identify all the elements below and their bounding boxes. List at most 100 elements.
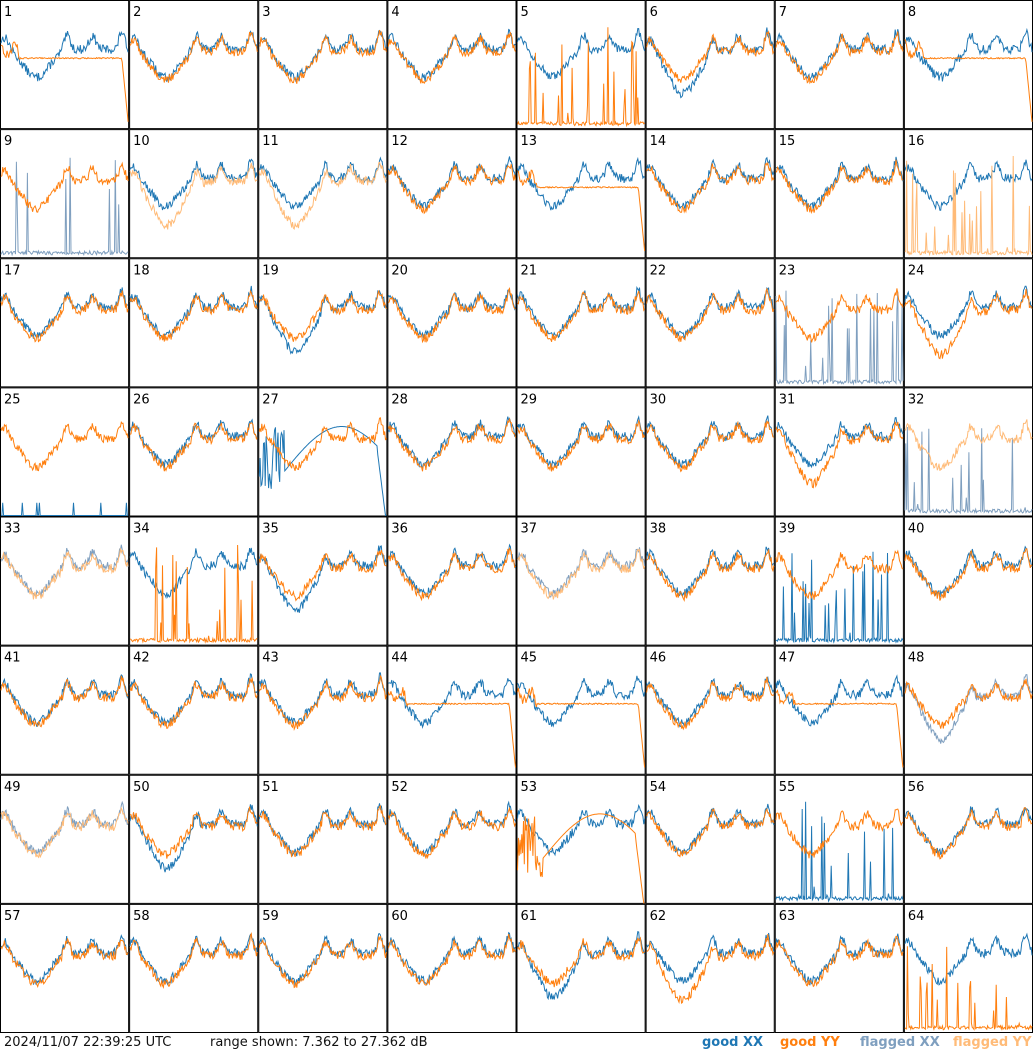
panel-36: 36 bbox=[387, 516, 517, 646]
panel-frame bbox=[258, 129, 388, 259]
series-yy-good bbox=[387, 806, 516, 860]
series-xx-good bbox=[646, 286, 775, 341]
series-yy-good bbox=[904, 39, 1033, 122]
panel-label: 50 bbox=[133, 780, 150, 795]
panel-57: 57 bbox=[0, 903, 130, 1033]
panel-frame bbox=[903, 387, 1033, 517]
panel-62: 62 bbox=[645, 903, 775, 1033]
series-yy-flagged bbox=[258, 161, 387, 231]
series-yy-good bbox=[775, 159, 904, 215]
panel-4: 4 bbox=[387, 0, 517, 130]
series-xx-good bbox=[129, 158, 258, 211]
panel-label: 31 bbox=[779, 392, 796, 407]
panel-38: 38 bbox=[645, 516, 775, 646]
series-xx-good bbox=[258, 672, 387, 725]
legend-flagged-yy: flagged YY bbox=[953, 1035, 1032, 1050]
series-xx-good bbox=[904, 285, 1033, 341]
panel-frame bbox=[387, 903, 517, 1033]
panel-29: 29 bbox=[516, 387, 646, 517]
panel-frame bbox=[774, 903, 904, 1033]
panel-label: 11 bbox=[262, 134, 279, 149]
series-yy-good bbox=[775, 288, 904, 343]
panel-label: 12 bbox=[391, 134, 408, 149]
panel-frame bbox=[903, 0, 1033, 130]
series-yy-good bbox=[517, 686, 646, 768]
panel-48: 48 bbox=[903, 645, 1033, 775]
series-yy-good bbox=[646, 30, 775, 83]
panel-frame bbox=[516, 774, 646, 904]
series-yy-good bbox=[258, 290, 387, 342]
panel-label: 22 bbox=[650, 263, 667, 278]
panel-frame bbox=[516, 903, 646, 1033]
panel-15: 15 bbox=[774, 129, 904, 259]
panel-label: 3 bbox=[262, 5, 270, 20]
panel-53: 53 bbox=[516, 774, 646, 904]
panel-label: 59 bbox=[262, 909, 279, 924]
panel-label: 2 bbox=[133, 5, 141, 20]
panel-label: 40 bbox=[908, 522, 925, 537]
series-yy-good bbox=[387, 164, 516, 215]
panel-frame bbox=[645, 387, 775, 517]
panel-label: 14 bbox=[650, 134, 667, 149]
series-yy-good bbox=[130, 806, 258, 859]
legend-good-xx: good XX bbox=[702, 1035, 764, 1050]
panel-label: 51 bbox=[262, 780, 279, 795]
series-yy-good bbox=[646, 549, 775, 603]
panel-label: 5 bbox=[521, 5, 529, 20]
panel-frame bbox=[0, 258, 130, 388]
panel-label: 39 bbox=[779, 522, 796, 537]
panel-frame bbox=[129, 0, 259, 130]
panel-frame bbox=[129, 387, 259, 517]
series-xx-good bbox=[258, 426, 387, 516]
panel-24: 24 bbox=[903, 258, 1033, 388]
panel-33: 33 bbox=[0, 516, 130, 646]
series-xx-good bbox=[517, 675, 646, 728]
panel-label: 41 bbox=[4, 651, 21, 666]
panel-label: 55 bbox=[779, 780, 796, 795]
series-yy-good bbox=[904, 678, 1033, 729]
series-yy-good bbox=[258, 417, 387, 471]
panel-label: 49 bbox=[4, 780, 21, 795]
series-xx-flagged bbox=[904, 426, 1033, 515]
series-yy-good bbox=[388, 287, 516, 344]
series-xx-good bbox=[646, 932, 775, 985]
series-yy-good bbox=[0, 420, 129, 472]
series-yy-good bbox=[517, 169, 646, 251]
panel-39: 39 bbox=[774, 516, 904, 646]
panel-41: 41 bbox=[0, 645, 130, 775]
series-xx-good bbox=[775, 416, 904, 469]
panel-26: 26 bbox=[129, 387, 259, 517]
series-xx-good bbox=[258, 545, 387, 613]
series-yy-good bbox=[387, 687, 516, 768]
series-yy-flagged bbox=[904, 155, 1033, 257]
panel-23: 23 bbox=[774, 258, 904, 388]
panel-frame bbox=[387, 0, 517, 130]
panel-label: 25 bbox=[4, 392, 21, 407]
panel-45: 45 bbox=[516, 645, 646, 775]
panel-label: 34 bbox=[133, 522, 150, 537]
panel-8: 8 bbox=[903, 0, 1033, 130]
panel-frame bbox=[645, 903, 775, 1033]
panel-label: 64 bbox=[908, 909, 925, 924]
legend-good-yy: good YY bbox=[780, 1035, 840, 1050]
series-yy-flagged bbox=[517, 548, 646, 600]
panel-label: 8 bbox=[908, 5, 916, 20]
series-xx-flagged bbox=[775, 290, 904, 386]
panel-61: 61 bbox=[516, 903, 646, 1033]
panel-label: 63 bbox=[779, 909, 796, 924]
panel-1: 1 bbox=[0, 0, 130, 130]
series-yy-good bbox=[0, 290, 129, 343]
series-yy-good bbox=[517, 813, 645, 904]
series-yy-good bbox=[0, 675, 129, 728]
series-yy-good bbox=[129, 422, 258, 472]
panel-64: 64 bbox=[903, 903, 1033, 1033]
panel-frame bbox=[0, 774, 130, 904]
series-xx-good bbox=[517, 804, 646, 857]
series-yy-good bbox=[387, 934, 516, 986]
panel-40: 40 bbox=[903, 516, 1033, 646]
panel-55: 55 bbox=[774, 774, 904, 904]
panel-9: 9 bbox=[0, 129, 130, 259]
series-xx-good bbox=[388, 678, 516, 730]
series-yy-good bbox=[129, 31, 258, 83]
panel-label: 30 bbox=[650, 392, 667, 407]
